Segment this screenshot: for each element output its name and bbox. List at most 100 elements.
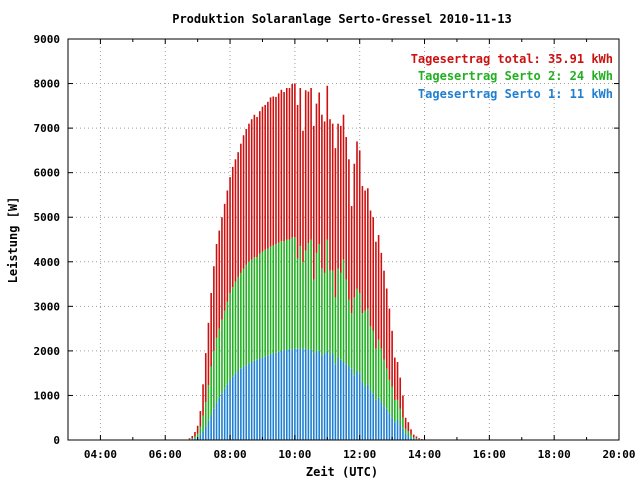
bar-serto-1 [242,366,245,440]
bar-serto-1 [358,373,361,440]
bar-total [199,411,202,427]
bar-serto-1 [315,350,318,440]
bar-total [394,357,396,400]
bar-serto-2 [296,258,299,349]
bar-serto-1 [223,388,226,440]
bar-total [367,188,369,309]
bar-serto-1 [385,408,388,440]
bar-total [312,125,315,280]
bar-serto-1 [231,376,234,440]
bar-total [372,217,375,331]
bar-total [229,177,231,293]
bar-total [356,141,358,289]
bar-total [196,425,199,434]
y-axis-label: Leistung [W] [6,197,20,284]
bar-total [191,435,194,439]
bar-serto-2 [258,253,261,359]
bar-serto-1 [361,382,364,440]
bar-total [240,143,242,273]
bar-serto-1 [199,434,202,440]
bar-serto-1 [256,359,258,440]
bar-total [258,111,261,254]
bar-serto-1 [312,353,315,440]
bar-total [415,436,418,439]
bar-total [369,210,372,327]
bar-total [358,150,361,293]
bar-serto-2 [358,292,361,374]
bar-serto-1 [272,353,275,440]
bar-serto-1 [245,365,248,440]
bar-serto-1 [296,348,299,440]
bar-total [242,135,245,269]
bar-total [248,123,250,262]
bar-serto-1 [204,426,207,440]
bar-serto-2 [396,399,399,420]
bar-serto-1 [407,435,410,440]
bar-serto-2 [375,348,377,400]
bar-serto-2 [310,239,312,350]
bar-serto-2 [302,262,304,350]
bar-serto-2 [415,438,418,440]
bar-serto-2 [329,270,331,356]
bar-serto-2 [334,297,337,365]
bar-serto-2 [261,251,264,358]
bar-total [326,85,329,240]
x-tick-label: 08:00 [213,448,246,461]
bar-serto-2 [364,310,366,387]
bar-serto-1 [240,368,242,440]
bar-serto-2 [323,272,326,354]
bar-serto-1 [237,370,239,440]
bar-serto-1 [350,368,353,440]
bar-total [226,190,229,302]
bar-serto-1 [412,438,415,440]
bar-serto-1 [307,350,310,440]
legend-entry-total: Tagesertrag total: 35.91 kWh [411,52,613,66]
chart-title: Produktion Solaranlage Serto-Gressel 201… [172,12,512,26]
bar-total [348,159,350,300]
bar-total [407,422,410,432]
bar-serto-1 [353,375,356,440]
bar-serto-1 [291,349,293,440]
bar-serto-1 [375,399,377,440]
bar-total [231,166,234,288]
bar-total [321,114,323,269]
bar-serto-2 [250,259,253,363]
bar-serto-2 [199,426,202,435]
bar-serto-1 [348,366,350,440]
bar-total [421,439,423,440]
bar-serto-2 [240,272,242,369]
bar-serto-1 [294,348,296,440]
bar-serto-2 [194,436,196,439]
bar-serto-1 [404,433,407,440]
bar-serto-2 [326,239,329,351]
bar-serto-1 [275,352,277,440]
bar-serto-2 [337,268,339,358]
bar-serto-1 [367,384,369,440]
y-tick-label: 9000 [34,33,61,46]
bar-serto-1 [213,408,215,440]
bar-serto-2 [402,417,404,429]
bar-total [296,104,299,259]
bar-total [215,243,218,338]
bar-serto-1 [391,417,393,440]
bar-total [221,217,223,320]
bar-serto-2 [391,386,393,418]
bar-serto-1 [283,350,285,440]
bar-serto-2 [245,264,248,366]
x-tick-label: 14:00 [408,448,441,461]
bar-total [245,129,248,265]
bar-serto-2 [342,259,345,363]
bar-series [188,83,423,441]
bar-total [277,93,280,243]
bar-serto-2 [299,246,302,349]
bar-total [353,163,356,298]
bar-total [340,125,342,273]
bar-total [377,235,380,340]
bar-total [223,203,226,311]
bar-total [342,114,345,260]
bar-serto-2 [312,279,315,354]
bar-serto-1 [194,438,196,440]
bar-total [388,308,391,380]
bar-serto-1 [321,355,323,440]
bar-total [210,292,212,367]
